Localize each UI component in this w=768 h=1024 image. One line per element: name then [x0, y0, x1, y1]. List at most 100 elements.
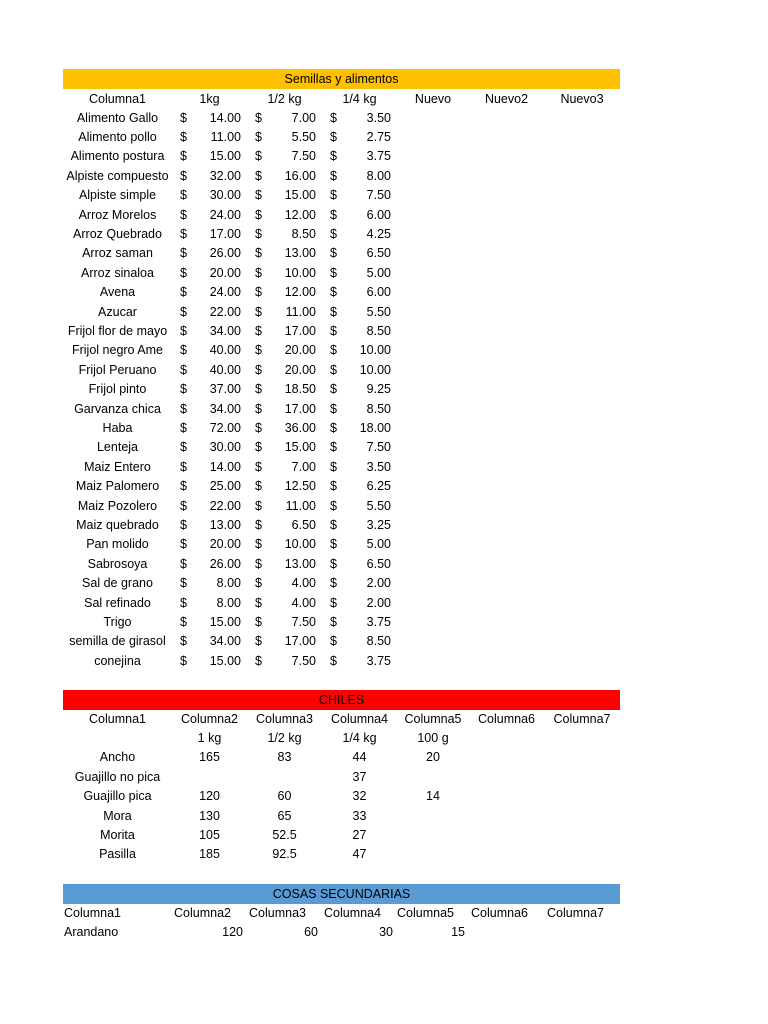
- price-value: 13.00: [284, 556, 316, 571]
- currency-symbol: $: [255, 420, 262, 435]
- price-value: 60: [277, 789, 292, 804]
- price-value: 8.50: [291, 226, 316, 241]
- chile-name: Pasilla: [99, 847, 136, 862]
- product-name: Alpiste simple: [78, 188, 157, 203]
- unit-label: 1 kg: [197, 730, 222, 745]
- semillas-table-row: Maiz quebrado $13.00 $6.50 $3.25: [63, 516, 620, 535]
- currency-symbol: $: [330, 440, 337, 455]
- semillas-table-row: Haba $72.00 $36.00 $18.00: [63, 419, 620, 438]
- column-header: Columna6: [478, 711, 535, 726]
- semillas-table-row: Alpiste simple $30.00 $15.00 $7.50: [63, 186, 620, 205]
- semillas-table-row: Azucar $22.00 $11.00 $5.50: [63, 303, 620, 322]
- chile-name: Morita: [100, 827, 135, 842]
- column-header: 1/4 kg: [342, 91, 377, 106]
- price-value: 17.00: [209, 226, 241, 241]
- price-value: 20.00: [284, 362, 316, 377]
- column-header: 1kg: [199, 91, 220, 106]
- currency-symbol: $: [255, 226, 262, 241]
- price-value: 3.50: [366, 110, 391, 125]
- price-value: 72.00: [209, 420, 241, 435]
- currency-symbol: $: [255, 362, 262, 377]
- currency-symbol: $: [330, 168, 337, 183]
- price-value: 15: [451, 925, 465, 939]
- currency-symbol: $: [255, 479, 262, 494]
- currency-symbol: $: [255, 285, 262, 300]
- price-value: 4.00: [291, 576, 316, 591]
- price-value: 7.50: [366, 188, 391, 203]
- product-name: Frijol pinto: [88, 382, 147, 397]
- price-value: 15.00: [209, 653, 241, 668]
- price-value: 14.00: [209, 459, 241, 474]
- semillas-table-row: Frijol pinto $37.00 $18.50 $9.25: [63, 380, 620, 399]
- price-value: 15.00: [284, 188, 316, 203]
- currency-symbol: $: [330, 576, 337, 591]
- currency-symbol: $: [180, 188, 187, 203]
- price-value: 7.50: [366, 440, 391, 455]
- price-value: [397, 845, 469, 864]
- price-value: 6.25: [366, 479, 391, 494]
- currency-symbol: $: [330, 614, 337, 629]
- price-value: 120: [222, 925, 243, 939]
- column-header: Columna5: [404, 711, 462, 726]
- price-value: 17.00: [284, 323, 316, 338]
- price-value: 32.00: [209, 168, 241, 183]
- product-name: Maiz quebrado: [76, 517, 159, 532]
- price-value: 13.00: [284, 246, 316, 261]
- price-value: 165: [199, 750, 220, 765]
- cosas-title-bar: COSAS SECUNDARIAS: [63, 884, 620, 904]
- currency-symbol: $: [180, 595, 187, 610]
- chiles-units-row: 1 kg 1/2 kg 1/4 kg 100 g: [63, 729, 620, 748]
- price-value: 92.5: [272, 847, 297, 862]
- currency-symbol: $: [330, 188, 337, 203]
- price-value: 34.00: [209, 401, 241, 416]
- column-header: 1/2 kg: [267, 91, 302, 106]
- unit-label: [63, 729, 172, 748]
- product-name: Garvanza chica: [74, 401, 161, 416]
- currency-symbol: $: [255, 129, 262, 144]
- price-value: 12.50: [284, 479, 316, 494]
- column-header: Columna6: [471, 905, 528, 920]
- column-header: Columna3: [256, 711, 313, 726]
- unit-label: [469, 729, 544, 748]
- price-value: 17.00: [284, 634, 316, 649]
- price-value: [397, 826, 469, 845]
- unit-label: 1/4 kg: [342, 730, 377, 745]
- semillas-table-row: Maiz Entero $14.00 $7.00 $3.50: [63, 458, 620, 477]
- currency-symbol: $: [255, 614, 262, 629]
- currency-symbol: $: [180, 246, 187, 261]
- currency-symbol: $: [255, 517, 262, 532]
- semillas-table-row: Sal refinado $8.00 $4.00 $2.00: [63, 594, 620, 613]
- currency-symbol: $: [330, 129, 337, 144]
- product-name: Frijol negro Ame: [71, 343, 163, 358]
- price-value: 11.00: [285, 498, 316, 513]
- chile-name: Guajillo pica: [83, 789, 152, 804]
- currency-symbol: $: [255, 459, 262, 474]
- price-value: 5.50: [291, 129, 316, 144]
- price-value: 7.00: [291, 110, 316, 125]
- cosas-table-row: Arandano 120 60 30 15: [63, 923, 620, 942]
- currency-symbol: $: [255, 304, 262, 319]
- price-value: 3.75: [366, 149, 391, 164]
- currency-symbol: $: [180, 129, 187, 144]
- price-value: 2.00: [366, 576, 391, 591]
- currency-symbol: $: [180, 362, 187, 377]
- price-value: 13.00: [209, 517, 241, 532]
- currency-symbol: $: [330, 382, 337, 397]
- price-value: 18.50: [284, 382, 316, 397]
- price-value: 40.00: [209, 343, 241, 358]
- price-value: 44: [352, 750, 367, 765]
- currency-symbol: $: [330, 149, 337, 164]
- item-name: Arandano: [64, 925, 119, 939]
- price-value: 24.00: [209, 285, 241, 300]
- column-header: Columna5: [397, 905, 454, 920]
- semillas-table-row: Maiz Palomero $25.00 $12.50 $6.25: [63, 477, 620, 496]
- price-value: 10.00: [359, 362, 391, 377]
- column-header: Columna2: [174, 905, 231, 920]
- currency-symbol: $: [330, 110, 337, 125]
- semillas-table-row: Trigo $15.00 $7.50 $3.75: [63, 613, 620, 632]
- price-value: 15.00: [284, 440, 316, 455]
- column-header: Columna7: [553, 711, 611, 726]
- product-name: Sal refinado: [84, 595, 151, 610]
- currency-symbol: $: [255, 634, 262, 649]
